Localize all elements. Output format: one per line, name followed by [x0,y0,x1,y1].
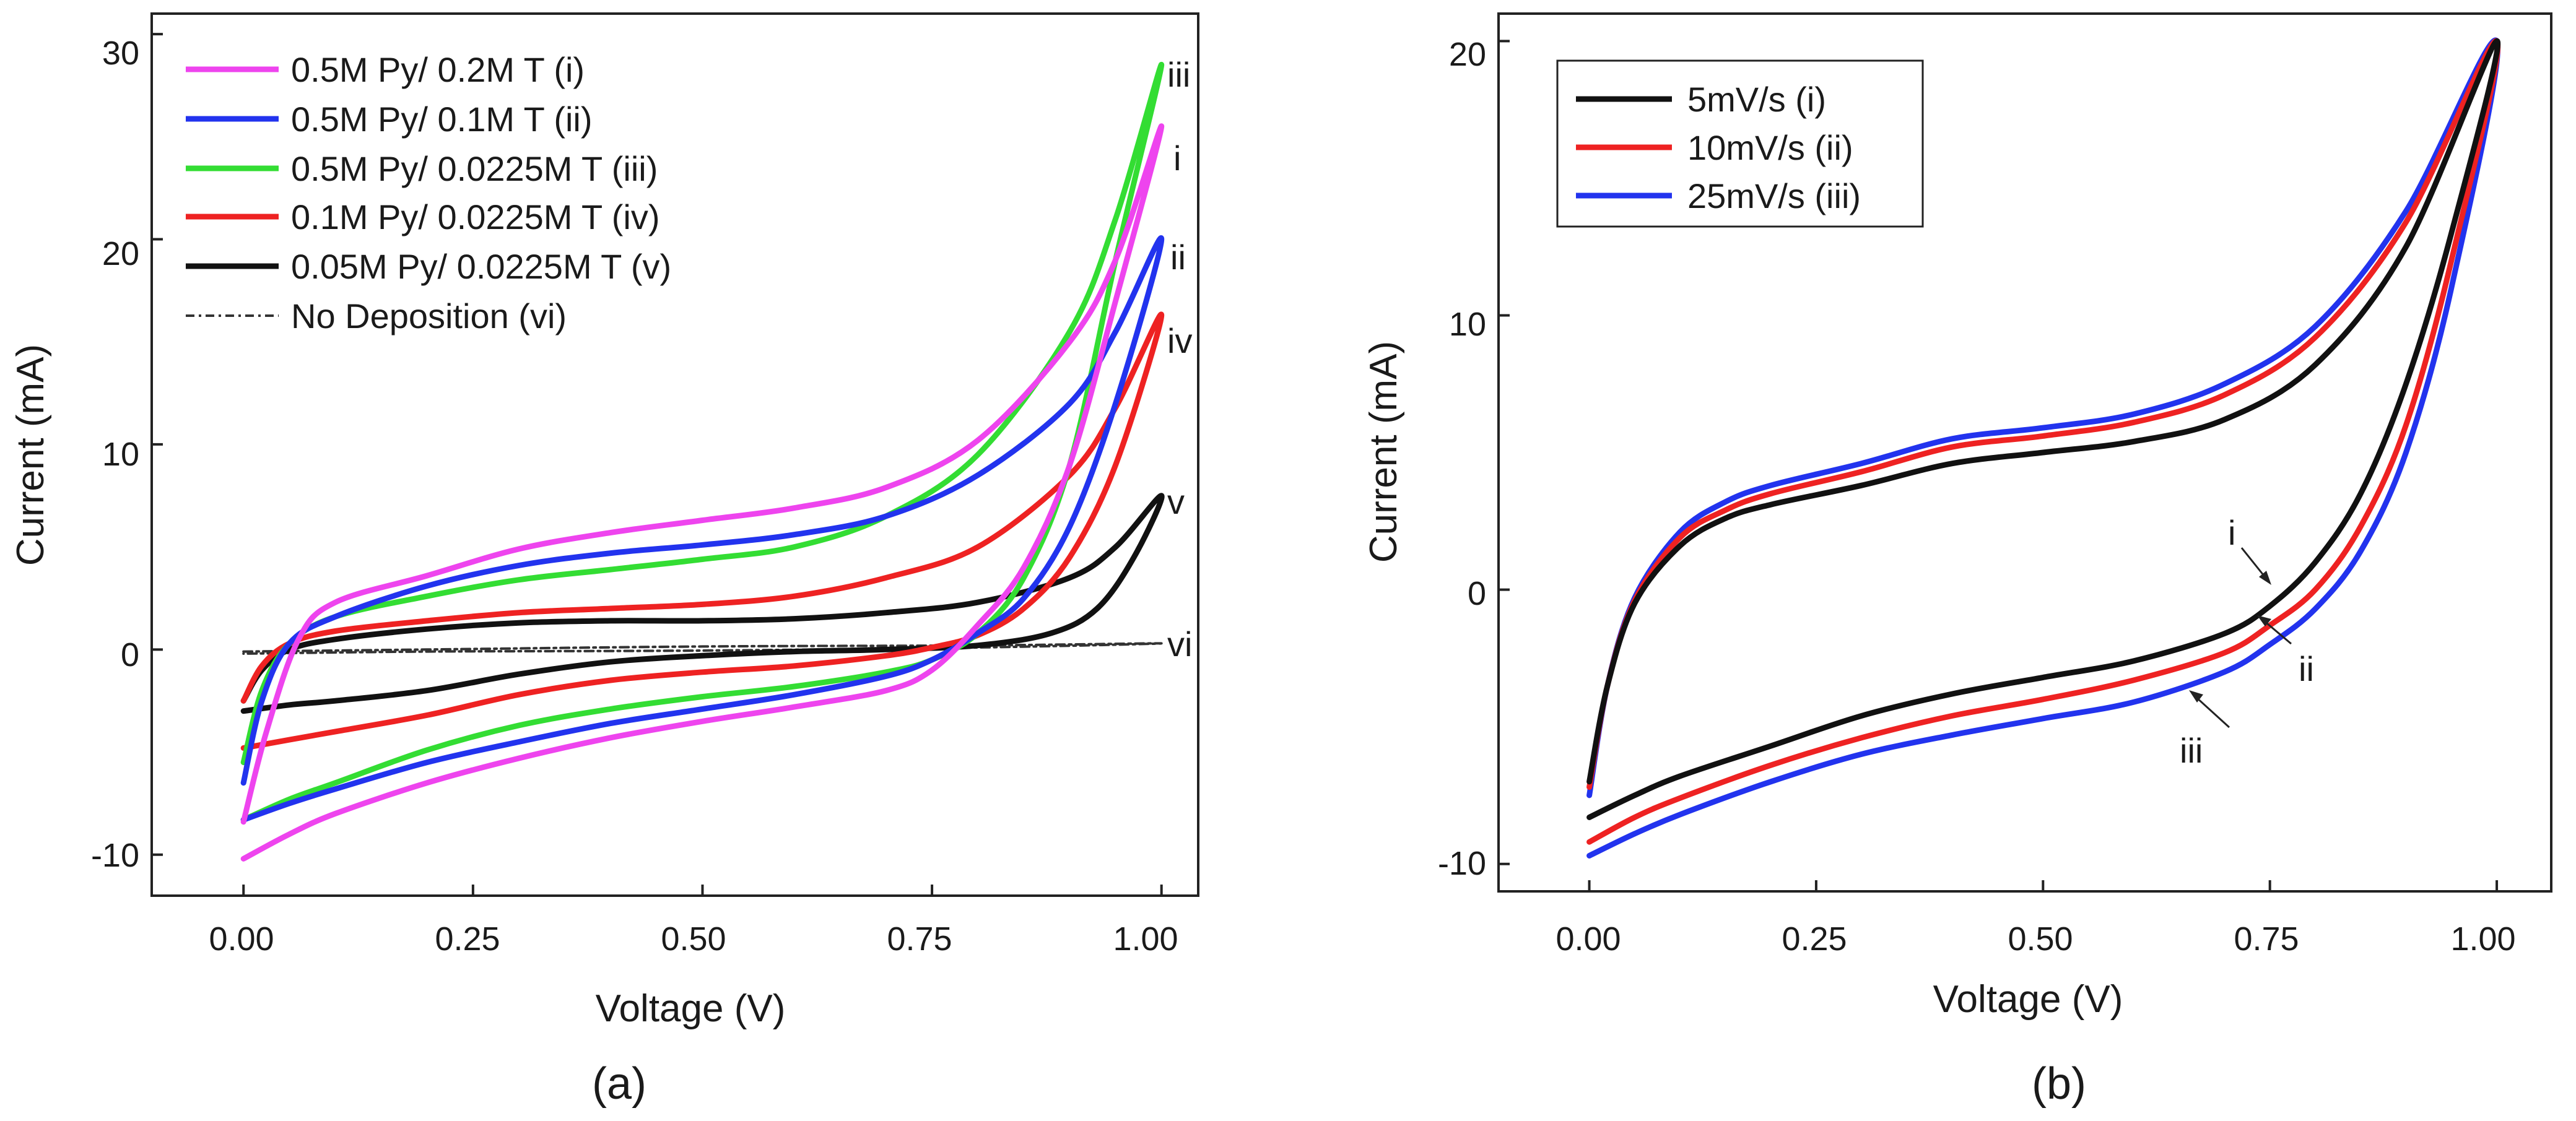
legend-label-a-3: 0.1M Py/ 0.0225M T (iv) [291,197,660,236]
series-line-a-iv [240,311,1165,751]
annotation-arrowhead-iii [2189,690,2203,703]
chart-panel-b: 0.00 0.25 0.50 0.75 1.00 -10 0 10 20 Vol… [1362,12,2552,1109]
annotation-arrow-iii [2194,695,2230,729]
series-group-a [240,62,1165,862]
plot-frame-b [1497,12,2552,893]
annotation-iii-b: iii [2180,690,2230,770]
annotation-label-iii: iii [2180,731,2203,770]
annotation-ii-b: ii [2257,615,2314,688]
legend-box-b [1556,59,1924,228]
y-axis-title-b: Current (mA) [1362,341,1405,563]
legend-label-b-1: 10mV/s (ii) [1687,128,1853,167]
x-tick-label-a-0: 0.00 [209,920,274,958]
curve-label-a-i: i [1173,139,1181,178]
y-tick-label-a-4: 30 [102,35,139,72]
y-tick-label-a-2: 10 [102,436,139,473]
y-tick-label-a-1: 0 [121,636,139,673]
annotation-arrow-i [2240,547,2268,579]
series-line-a-ii [240,235,1165,823]
legend-a: 0.5M Py/ 0.2M T (i) 0.5M Py/ 0.1M T (ii)… [186,50,671,335]
x-tick-label-b-4: 1.00 [2450,920,2515,958]
y-tick-label-b-0: -10 [1438,845,1486,882]
legend-label-b-0: 5mV/s (i) [1687,80,1826,119]
tick-marks-b [1499,40,2499,891]
legend-label-a-0: 0.5M Py/ 0.2M T (i) [291,50,585,89]
annotation-arrow-ii [2263,619,2292,645]
y-tick-label-b-1: 0 [1468,575,1486,612]
series-line-b-i [1586,38,2501,820]
series-line-a-v [240,493,1165,714]
legend-label-b-2: 25mV/s (iii) [1687,176,1861,215]
y-tick-label-a-3: 20 [102,235,139,272]
x-axis-title-b: Voltage (V) [1933,978,2123,1021]
x-tick-label-b-2: 0.50 [2008,920,2073,958]
x-tick-label-b-3: 0.75 [2234,920,2299,958]
annotation-arrowhead-i [2259,571,2271,585]
legend-label-a-2: 0.5M Py/ 0.0225M T (iii) [291,149,658,188]
y-tick-label-b-3: 20 [1449,36,1486,73]
annotation-arrowhead-ii [2257,615,2271,626]
annotation-i-b: i [2228,513,2271,585]
panel-caption-a: (a) [592,1059,646,1109]
tick-marks-a [152,33,1163,896]
curve-label-a-v: v [1167,482,1185,521]
x-tick-label-b-1: 0.25 [1782,920,1847,958]
series-line-a-vi [242,642,1163,655]
legend-label-a-4: 0.05M Py/ 0.0225M T (v) [291,247,671,286]
legend-label-a-5: No Deposition (vi) [291,296,567,335]
curve-label-a-iii: iii [1167,55,1190,94]
curve-label-a-ii: ii [1170,238,1186,277]
annotation-label-ii: ii [2299,649,2314,688]
plot-frame-a [150,12,1199,897]
x-tick-label-b-0: 0.00 [1556,920,1621,958]
panel-caption-b: (b) [2032,1059,2086,1109]
annotation-label-i: i [2228,513,2235,552]
y-axis-title-a: Current (mA) [9,344,52,566]
x-tick-label-a-2: 0.50 [661,920,726,958]
curve-label-a-iv: iv [1167,321,1192,360]
series-line-a-i [240,123,1165,862]
x-tick-label-a-1: 0.25 [435,920,500,958]
y-tick-label-b-2: 10 [1449,306,1486,343]
curve-label-a-vi: vi [1167,625,1192,664]
y-tick-label-a-0: -10 [91,837,139,874]
x-tick-label-a-3: 0.75 [887,920,952,958]
series-group-b [1586,37,2501,859]
legend-b: 5mV/s (i) 10mV/s (ii) 25mV/s (iii) [1556,59,1924,228]
x-tick-label-a-4: 1.00 [1113,920,1178,958]
x-axis-title-a: Voltage (V) [596,987,786,1030]
legend-label-a-1: 0.5M Py/ 0.1M T (ii) [291,100,593,139]
chart-panel-a: 0.00 0.25 0.50 0.75 1.00 -10 0 10 20 30 … [9,12,1199,1109]
series-line-a-iii [240,62,1165,823]
